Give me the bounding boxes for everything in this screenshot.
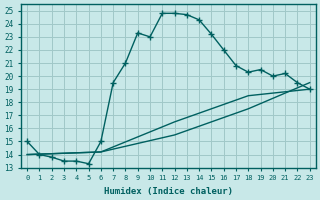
- X-axis label: Humidex (Indice chaleur): Humidex (Indice chaleur): [104, 187, 233, 196]
